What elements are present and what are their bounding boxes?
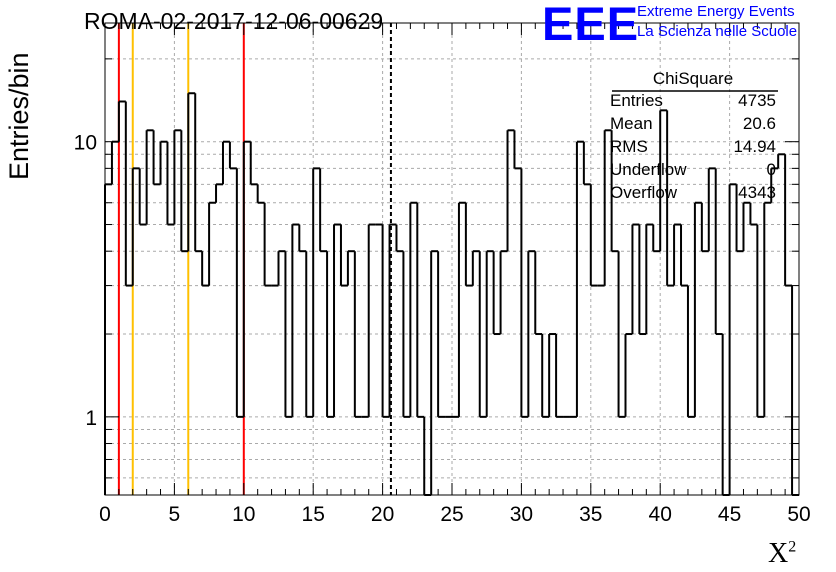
y-axis-label: Entries/bin: [4, 52, 34, 180]
stats-value: 4343: [738, 183, 776, 202]
stats-value: 14.94: [733, 137, 776, 156]
stats-header: ChiSquare: [652, 69, 734, 88]
stats-label: Underflow: [610, 160, 687, 179]
stats-value: 0: [766, 160, 776, 179]
x-tick-label: 20: [371, 503, 394, 526]
x-tick-label: 15: [302, 503, 325, 526]
x-axis-label-superscript: 2: [788, 538, 797, 556]
stats-row-mean: Mean 20.6: [610, 114, 776, 137]
logo-line-2: La Scienza nelle Scuole: [637, 23, 798, 40]
x-tick-label: 5: [169, 503, 181, 526]
x-tick-label: 30: [510, 503, 533, 526]
stats-box: ChiSquare Entries 4735 Mean 20.6 RMS 14.94 …: [610, 69, 776, 206]
x-tick-label: 40: [649, 503, 672, 526]
x-axis-label: X2: [768, 538, 796, 570]
chart-title: ROMA-02-2017-12-06-00629: [84, 8, 384, 34]
x-tick-label: 45: [718, 503, 741, 526]
stats-row-rms: RMS 14.94: [610, 137, 776, 160]
x-axis-label-base: X: [768, 538, 789, 569]
x-tick-label: 25: [440, 503, 463, 526]
stats-label: Entries: [610, 91, 663, 110]
y-tick-label: 1: [85, 407, 97, 430]
stats-row-underflow: Underflow 0: [610, 160, 776, 183]
x-tick-label: 50: [787, 503, 810, 526]
stats-value: 20.6: [742, 114, 776, 133]
stats-row-overflow: Overflow 4343: [610, 183, 776, 206]
logo-line-1: Extreme Energy Events: [637, 3, 795, 20]
eee-logo: EEE: [542, 0, 640, 50]
stats-value: 4735: [738, 91, 776, 110]
stats-row-entries: Entries 4735: [610, 91, 776, 114]
stats-label: RMS: [610, 137, 648, 156]
y-tick-label: 10: [74, 132, 97, 155]
stats-label: Overflow: [610, 183, 678, 202]
x-tick-label: 0: [99, 503, 111, 526]
x-tick-label: 10: [232, 503, 255, 526]
stats-label: Mean: [610, 114, 653, 133]
x-tick-label: 35: [579, 503, 602, 526]
